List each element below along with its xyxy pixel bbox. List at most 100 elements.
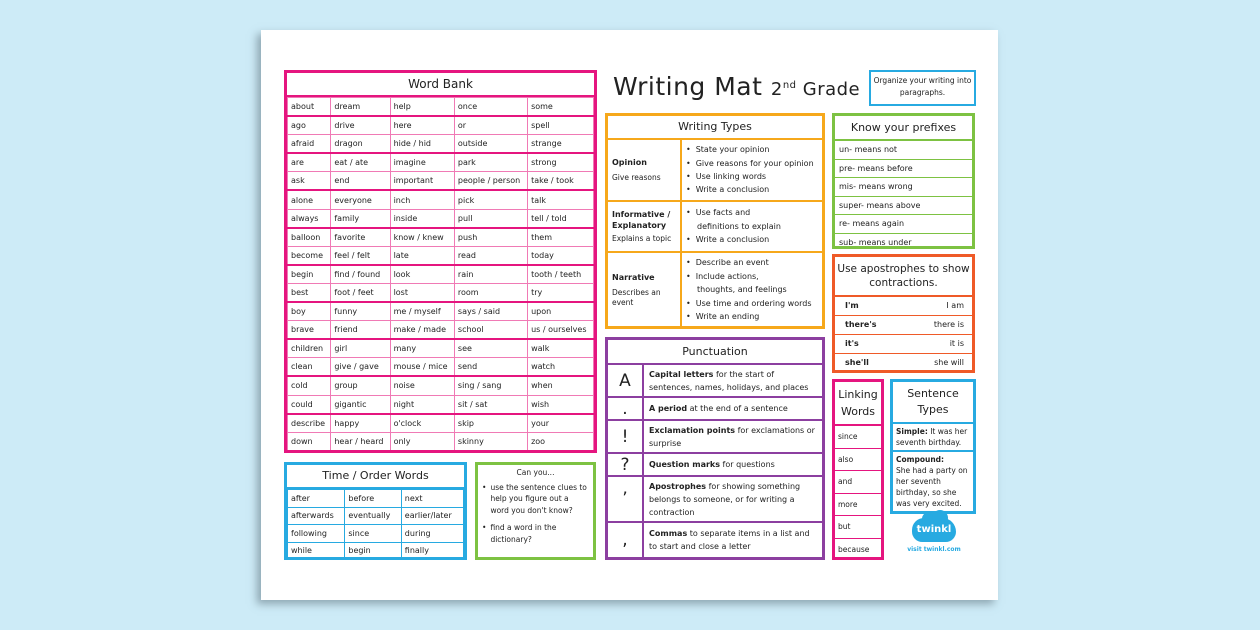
time-order-cell: begin: [344, 541, 402, 560]
word-bank-cell: feel / felt: [330, 245, 391, 266]
word-bank-row: clean give / gave mouse / mice send watch: [286, 357, 594, 378]
word-bank-cell: foot / feet: [330, 282, 391, 304]
word-bank-cell: room: [453, 282, 529, 304]
word-bank-cell: favorite: [330, 227, 391, 247]
word-bank-row: brave friend make / made school us / ourselv…: [286, 320, 594, 341]
time-order-cell: eventually: [344, 506, 402, 525]
word-bank-cell: sit / sat: [453, 394, 529, 415]
time-order-cell: following: [286, 524, 346, 543]
word-bank-row: ago drive here or spell: [286, 115, 594, 136]
word-bank-cell: cold: [286, 375, 332, 396]
word-bank-cell: ask: [286, 171, 332, 192]
prefixes-title: Know your prefixes: [835, 116, 972, 141]
contraction-item: she'll she will: [845, 358, 964, 367]
time-order-words: Time / Order Words after before next afterw…: [284, 462, 467, 560]
contraction-item: there's there is: [835, 316, 972, 335]
word-bank-cell: family: [330, 208, 391, 229]
word-bank-cell: many: [389, 338, 455, 359]
word-bank-cell: push: [453, 227, 529, 247]
word-bank-row: always family inside pull tell / told: [286, 208, 594, 229]
word-bank-cell: become: [286, 245, 332, 266]
word-bank-cell: read: [453, 245, 529, 266]
word-bank-cell: o'clock: [389, 413, 455, 433]
prefix-item: sub- means under: [839, 237, 912, 247]
word-bank-cell: down: [286, 431, 332, 452]
organize-tip: Organize your writing into paragraphs.: [869, 70, 976, 106]
word-bank-cell: skip: [453, 413, 529, 433]
word-bank-row: boy funny me / myself says / said upon: [286, 301, 594, 322]
word-bank-cell: happy: [330, 413, 391, 433]
bullet-icon: •: [482, 523, 487, 532]
word-bank-cell: brave: [286, 320, 332, 341]
can-you-box: Can you... • use the sentence clues to he…: [475, 462, 596, 560]
simple-sentence: Simple: It was her seventh birthday.: [896, 427, 968, 447]
word-bank-cell: about: [286, 97, 332, 118]
word-bank-cell: find / found: [330, 264, 391, 284]
time-order-cell: after: [286, 489, 346, 508]
word-bank-cell: when: [527, 375, 594, 396]
word-bank-table: about dream help once some ago drive here or spel…: [286, 97, 594, 452]
word-bank-cell: outside: [453, 134, 529, 155]
word-bank-cell: take / took: [527, 171, 594, 192]
word-bank-cell: noise: [389, 375, 455, 396]
word-bank-cell: pull: [453, 208, 529, 229]
linking-word: also: [835, 449, 881, 471]
word-bank-cell: funny: [330, 301, 391, 322]
word-bank-cell: walk: [527, 338, 594, 359]
word-bank-cell: girl: [330, 338, 391, 359]
word-bank-cell: begin: [286, 264, 332, 284]
punctuation-row: A Capital letters for the start of senten…: [608, 365, 822, 398]
twinkl-url-link[interactable]: visit twinkl.com: [907, 546, 961, 553]
linking-words-title: Linking Words: [835, 382, 881, 426]
word-bank-cell: dream: [330, 97, 391, 118]
word-bank-cell: tooth / teeth: [527, 264, 594, 284]
word-bank-cell: me / myself: [389, 301, 455, 322]
word-bank-cell: sing / sang: [453, 375, 529, 396]
time-order-row: afterwards eventually earlier/later: [286, 506, 465, 525]
word-bank-cell: pick: [453, 189, 529, 210]
bullet-icon: •: [482, 482, 487, 492]
punctuation-row: ? Question marks for questions: [608, 454, 822, 477]
prefix-item: pre- means before: [835, 160, 972, 178]
time-order-cell: afterwards: [286, 506, 346, 525]
can-you-title: Can you...: [516, 468, 555, 477]
time-order-cell: before: [344, 489, 402, 508]
time-order-cell: while: [286, 541, 346, 560]
twinkl-brand[interactable]: twinkl visit twinkl.com: [901, 510, 967, 558]
prefix-item: re- means again: [835, 215, 972, 234]
time-order-title: Time / Order Words: [287, 465, 464, 489]
word-bank-cell: inch: [389, 189, 455, 210]
word-bank-cell: know / knew: [389, 227, 455, 247]
word-bank-cell: people / person: [453, 171, 529, 192]
word-bank-cell: them: [527, 227, 594, 247]
word-bank-row: about dream help once some: [286, 97, 594, 118]
word-bank-row: afraid dragon hide / hid outside strange: [286, 134, 594, 155]
word-bank-cell: late: [389, 245, 455, 266]
word-bank-cell: group: [330, 375, 391, 396]
word-bank-cell: mouse / mice: [389, 357, 455, 378]
prefix-item: mis- means wrong: [835, 178, 972, 197]
word-bank-row: balloon favorite know / knew push them: [286, 227, 594, 247]
time-order-table: after before next afterwards eventually earli…: [286, 489, 465, 560]
word-bank-cell: eat / ate: [330, 152, 391, 173]
word-bank-cell: school: [453, 320, 529, 341]
word-bank-cell: or: [453, 115, 529, 136]
word-bank-cell: clean: [286, 357, 332, 378]
linking-word: because: [838, 544, 870, 554]
word-bank-row: become feel / felt late read today: [286, 245, 594, 266]
linking-word: since: [835, 426, 881, 449]
word-bank-row: are eat / ate imagine park strong: [286, 152, 594, 173]
word-bank-cell: wish: [527, 394, 594, 415]
word-bank-cell: describe: [286, 413, 332, 433]
word-bank-cell: some: [527, 97, 594, 118]
word-bank-cell: today: [527, 245, 594, 266]
word-bank-row: ask end important people / person take / too…: [286, 171, 594, 192]
word-bank-cell: dragon: [330, 134, 391, 155]
time-order-cell: during: [400, 524, 465, 543]
word-bank-cell: try: [527, 282, 594, 304]
linking-word: and: [835, 471, 881, 494]
word-bank-cell: help: [389, 97, 455, 118]
time-order-cell: earlier/later: [400, 506, 465, 525]
word-bank-row: children girl many see walk: [286, 338, 594, 359]
